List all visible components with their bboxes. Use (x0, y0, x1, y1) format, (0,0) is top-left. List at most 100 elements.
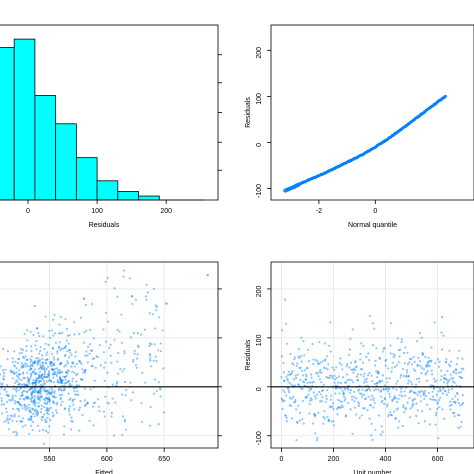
fitted-point (63, 387, 66, 390)
unit-point (405, 375, 408, 378)
fitted-point (31, 382, 34, 386)
unit-point (452, 400, 455, 404)
fitted-point (113, 434, 116, 437)
fitted-point (154, 355, 157, 358)
fitted-point (43, 375, 46, 378)
unit-point (329, 374, 332, 377)
fitted-point (61, 400, 64, 403)
fitted-point (68, 348, 71, 351)
fitted-point (16, 361, 20, 365)
unit-point (303, 381, 306, 384)
fitted-point (155, 305, 158, 308)
fitted-point (79, 400, 82, 403)
unit-point (401, 395, 404, 398)
fitted-point (97, 398, 100, 401)
fitted-point (30, 363, 33, 367)
unit-point (415, 377, 418, 380)
unit-point (442, 387, 445, 390)
unit-point (419, 395, 422, 398)
unit-point (451, 411, 454, 415)
unit-point (322, 383, 325, 386)
unit-point (370, 374, 373, 377)
fitted-point (72, 387, 75, 390)
unit-point (345, 365, 348, 368)
fitted-point (25, 363, 28, 366)
fitted-point (46, 380, 49, 383)
fitted-point (23, 376, 26, 380)
unit-point (378, 379, 381, 382)
fitted-point (29, 358, 32, 361)
unit-point (305, 375, 308, 378)
fitted-point (17, 357, 20, 360)
fitted-point (15, 390, 18, 393)
unit-point (453, 415, 456, 418)
fitted-point (84, 303, 87, 307)
unit-point (447, 391, 450, 394)
fitted-point (136, 357, 139, 360)
unit-point (344, 415, 347, 418)
fitted-point (44, 342, 47, 345)
fitted-point (68, 398, 71, 401)
fitted-point (58, 376, 61, 379)
unit-point (434, 414, 438, 417)
unit-point (287, 389, 290, 392)
fitted-point (7, 418, 10, 421)
fitted-point (47, 365, 50, 368)
fitted-point (40, 416, 44, 419)
fitted-point (134, 298, 137, 301)
fitted-point (19, 420, 22, 423)
fitted-point (78, 360, 81, 363)
fitted-point (31, 391, 34, 394)
fitted-point (53, 402, 56, 405)
unit-point (433, 398, 436, 401)
unit-point (371, 438, 374, 442)
fitted-point (31, 429, 34, 432)
unit-point (373, 402, 376, 405)
fitted-point (25, 344, 28, 348)
unit-point (310, 398, 313, 401)
y-tick-label: 100 (256, 93, 263, 105)
unit-point (457, 371, 460, 374)
fitted-point (30, 367, 33, 370)
unit-point (377, 372, 380, 375)
fitted-point (45, 367, 48, 371)
fitted-point (45, 375, 48, 379)
unit-point (384, 359, 387, 362)
fitted-point (5, 410, 8, 414)
unit-point (388, 388, 391, 391)
unit-point (432, 387, 435, 390)
fitted-point (3, 371, 6, 375)
unit-point (454, 372, 458, 375)
unit-point (373, 327, 376, 330)
fitted-point (57, 357, 60, 360)
fitted-point (50, 361, 54, 364)
unit-point (338, 392, 341, 395)
fitted-point (68, 405, 71, 408)
unit-point (292, 395, 295, 398)
fitted-point (4, 407, 8, 410)
fitted-point (39, 346, 42, 349)
x-tick-label: 0 (279, 456, 283, 463)
fitted-point (102, 328, 105, 331)
unit-point (339, 406, 342, 409)
fitted-point (45, 429, 48, 433)
fitted-point (18, 402, 21, 406)
unit-point (323, 342, 326, 345)
unit-point (346, 387, 349, 390)
fitted-point (42, 367, 46, 370)
fitted-point (24, 362, 27, 365)
fitted-point (71, 377, 75, 380)
unit-point (346, 401, 350, 404)
fitted-point (129, 381, 132, 384)
x-tick-label: 100 (91, 208, 103, 215)
fitted-point (129, 336, 132, 339)
unit-point (318, 390, 321, 394)
fitted-point (154, 378, 157, 381)
unit-point (405, 374, 408, 377)
fitted-point (30, 392, 33, 395)
fitted-point (149, 354, 152, 357)
fitted-point (19, 387, 22, 390)
fitted-point (64, 346, 67, 349)
fitted-point (28, 377, 32, 380)
unit-point (340, 400, 343, 403)
